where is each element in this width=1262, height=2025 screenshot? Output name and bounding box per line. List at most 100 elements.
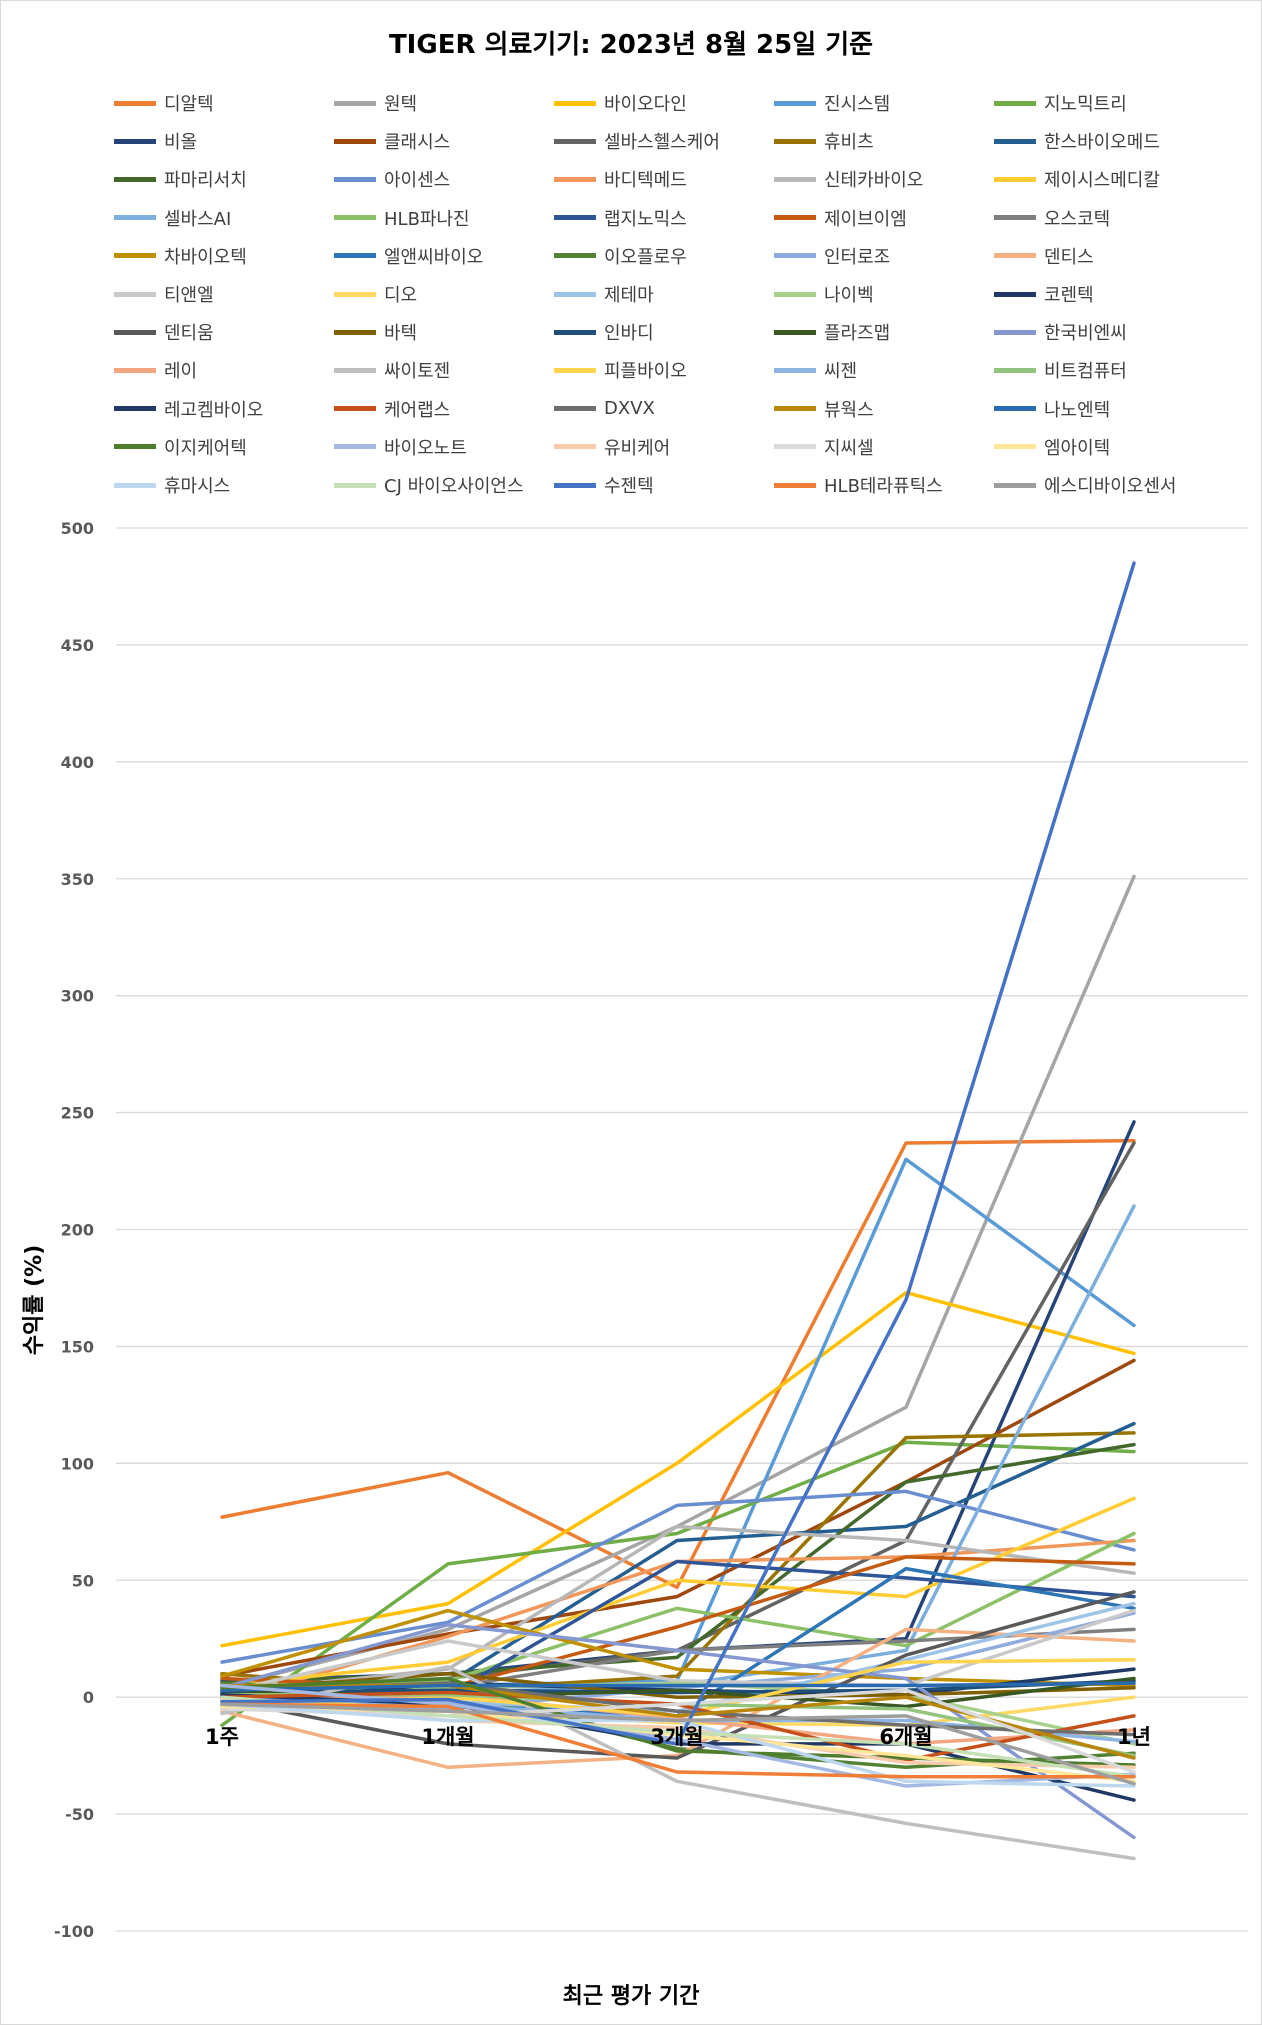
legend-swatch bbox=[994, 367, 1036, 373]
legend-swatch bbox=[994, 138, 1036, 144]
legend-swatch bbox=[774, 138, 816, 144]
series-line bbox=[220, 561, 1136, 1746]
legend-swatch bbox=[554, 406, 596, 412]
legend-label: 이오플로우 bbox=[604, 246, 687, 268]
legend-swatch bbox=[774, 100, 816, 106]
legend-item: 나노엔텍 bbox=[994, 394, 1110, 424]
legend-swatch bbox=[774, 406, 816, 412]
legend-item: 에스디바이오센서 bbox=[994, 470, 1176, 500]
legend-label: 한스바이오메드 bbox=[1044, 132, 1160, 154]
legend-item: 인터로조 bbox=[774, 241, 890, 271]
y-tick-label: -50 bbox=[65, 1805, 94, 1824]
legend-label: 셀바스헬스케어 bbox=[604, 132, 720, 154]
y-tick-label: 500 bbox=[61, 519, 94, 538]
legend-swatch bbox=[774, 444, 816, 450]
legend-label: 디알텍 bbox=[164, 94, 214, 115]
series-line bbox=[220, 1608, 1136, 1688]
legend-item: 파마리서치 bbox=[114, 164, 247, 194]
legend-item: 신테카바이오 bbox=[774, 164, 923, 194]
legend-label: 나노엔텍 bbox=[1044, 399, 1111, 421]
legend-swatch bbox=[774, 482, 816, 488]
legend-item: 덴티스 bbox=[994, 241, 1094, 271]
legend-label: 인터로조 bbox=[824, 246, 891, 268]
legend-label: 바이오노트 bbox=[384, 437, 467, 459]
legend-swatch bbox=[334, 253, 376, 259]
y-tick-label: 250 bbox=[61, 1104, 94, 1123]
legend-label: 제테마 bbox=[604, 285, 654, 306]
legend-item: HLB테라퓨틱스 bbox=[774, 470, 943, 500]
legend-label: 씨젠 bbox=[824, 361, 858, 383]
legend-item: 제이시스메디칼 bbox=[994, 164, 1160, 194]
legend-label: 바디텍메드 bbox=[604, 170, 687, 192]
legend-label: 이지케어텍 bbox=[164, 437, 247, 459]
legend-label: 아이센스 bbox=[384, 170, 451, 192]
y-tick-label: 450 bbox=[61, 636, 94, 655]
legend-item: 제이브이엠 bbox=[774, 203, 907, 233]
legend-label: 제이브이엠 bbox=[824, 208, 907, 230]
series-line bbox=[220, 1496, 1136, 1688]
legend-label: 디오 bbox=[384, 285, 418, 306]
legend-label: 한국비엔씨 bbox=[1044, 323, 1127, 345]
legend-swatch bbox=[114, 291, 156, 297]
x-tick-label: 6개월 bbox=[879, 1725, 932, 1749]
legend-swatch bbox=[114, 406, 156, 412]
legend-item: 비트컴퓨터 bbox=[994, 355, 1127, 385]
legend-swatch bbox=[334, 176, 376, 182]
legend-swatch bbox=[994, 215, 1036, 221]
legend-label: 뷰웍스 bbox=[824, 399, 874, 421]
legend-swatch bbox=[554, 253, 596, 259]
legend-item: DXVX bbox=[554, 394, 655, 424]
legend-swatch bbox=[114, 100, 156, 106]
legend-item: 덴티움 bbox=[114, 317, 214, 347]
legend-label: 휴비츠 bbox=[824, 132, 874, 154]
series-line bbox=[220, 1138, 1136, 1590]
legend-label: 케어랩스 bbox=[384, 399, 451, 421]
legend-label: 랩지노믹스 bbox=[604, 208, 687, 230]
legend-label: 휴마시스 bbox=[164, 476, 231, 497]
legend-label: 클래시스 bbox=[384, 132, 451, 154]
legend-item: 오스코텍 bbox=[994, 203, 1110, 233]
legend-item: 원텍 bbox=[334, 88, 417, 118]
legend-item: 지노믹트리 bbox=[994, 88, 1127, 118]
legend-item: 이오플로우 bbox=[554, 241, 687, 271]
legend-label: 지씨셀 bbox=[824, 437, 874, 459]
legend-swatch bbox=[334, 406, 376, 412]
legend-item: 씨젠 bbox=[774, 355, 857, 385]
series-line bbox=[220, 1672, 1136, 1699]
legend-item: 아이센스 bbox=[334, 164, 450, 194]
chart-title: TIGER 의료기기: 2023년 8월 25일 기준 bbox=[388, 30, 874, 60]
series-line bbox=[220, 1440, 1136, 1727]
series-line bbox=[220, 1702, 1136, 1779]
legend-swatch bbox=[774, 176, 816, 182]
legend-item: 바이오다인 bbox=[554, 88, 687, 118]
legend-swatch bbox=[554, 444, 596, 450]
legend-label: 유비케어 bbox=[604, 437, 671, 459]
legend-label: 레이 bbox=[164, 361, 198, 383]
legend-label: 제이시스메디칼 bbox=[1044, 170, 1160, 192]
y-tick-label: 300 bbox=[61, 987, 94, 1006]
legend-label: 엠아이텍 bbox=[1044, 437, 1111, 459]
legend-swatch bbox=[114, 176, 156, 182]
legend-item: 레고켐바이오 bbox=[114, 394, 263, 424]
legend-item: 싸이토젠 bbox=[334, 355, 450, 385]
legend-label: DXVX bbox=[604, 398, 655, 420]
legend-label: 티앤엘 bbox=[164, 285, 214, 306]
legend-label: 비트컴퓨터 bbox=[1044, 361, 1127, 383]
legend-item: 셀바스AI bbox=[114, 203, 231, 233]
legend-item: 바텍 bbox=[334, 317, 417, 347]
legend-label: 나이벡 bbox=[824, 285, 874, 306]
legend-swatch bbox=[334, 138, 376, 144]
legend-label: 오스코텍 bbox=[1044, 208, 1111, 230]
legend-label: 싸이토젠 bbox=[384, 361, 451, 383]
legend-swatch bbox=[994, 482, 1036, 488]
legend-swatch bbox=[334, 100, 376, 106]
legend-swatch bbox=[334, 482, 376, 488]
y-tick-label: 350 bbox=[61, 870, 94, 889]
legend-label: 인바디 bbox=[604, 323, 654, 345]
series-line bbox=[220, 1524, 1136, 1695]
legend-swatch bbox=[994, 444, 1036, 450]
series-line bbox=[220, 1676, 1136, 1767]
series-line bbox=[220, 1681, 1136, 1692]
series-line bbox=[220, 1679, 1136, 1695]
